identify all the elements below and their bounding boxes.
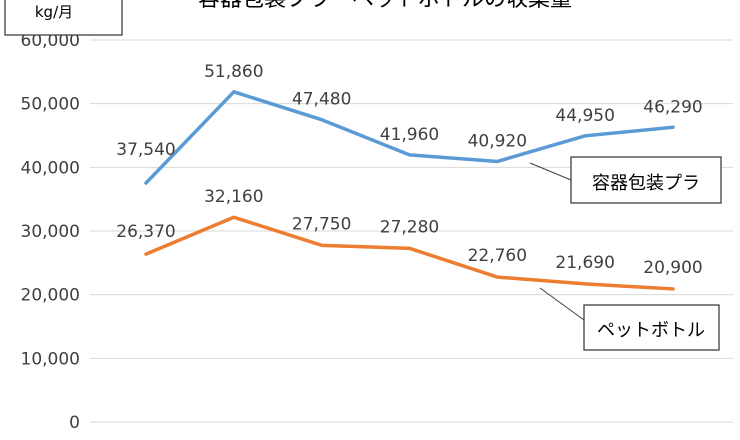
y-axis-unit: kg/月 xyxy=(35,3,73,21)
data-label: 44,950 xyxy=(555,106,614,126)
data-label: 20,900 xyxy=(643,258,702,278)
data-label: 22,760 xyxy=(468,246,527,266)
data-label: 27,280 xyxy=(380,217,439,237)
data-label: 32,160 xyxy=(204,187,263,207)
data-label: 27,750 xyxy=(292,214,351,234)
chart-title: 容器包装プラ・ペットボトルの収集量 xyxy=(198,0,572,12)
legend-box xyxy=(583,304,720,351)
y-tick-label: 10,000 xyxy=(21,349,80,369)
series-lines xyxy=(144,90,675,291)
y-tick-label: 50,000 xyxy=(21,95,80,115)
data-label: 46,290 xyxy=(643,97,702,117)
y-tick-label: 20,000 xyxy=(21,286,80,306)
legend-label: ペットボトル xyxy=(597,320,705,341)
data-label: 47,480 xyxy=(292,90,351,110)
y-tick-label: 60,000 xyxy=(21,31,80,51)
legend-leader-line xyxy=(539,287,585,321)
series-line xyxy=(144,90,675,185)
data-label: 40,920 xyxy=(468,131,527,151)
legend-leader-line xyxy=(529,162,572,181)
data-label: 41,960 xyxy=(380,125,439,145)
series-line xyxy=(144,215,675,291)
data-label: 26,370 xyxy=(116,222,175,242)
data-label: 37,540 xyxy=(116,140,175,160)
data-label: 21,690 xyxy=(555,253,614,273)
y-axis-ticks: 0 10,000 20,000 30,000 40,000 50,000 60,000 xyxy=(21,31,80,433)
legend-label: 容器包装プラ xyxy=(592,173,700,194)
data-label: 51,860 xyxy=(204,62,263,82)
legend-box xyxy=(570,156,722,204)
y-unit-box xyxy=(4,0,123,36)
y-tick-label: 0 xyxy=(69,413,80,433)
y-tick-label: 40,000 xyxy=(21,158,80,178)
data-labels: 37,540 51,860 47,480 41,960 40,920 44,950 46,2… xyxy=(116,62,702,278)
y-tick-label: 30,000 xyxy=(21,222,80,242)
